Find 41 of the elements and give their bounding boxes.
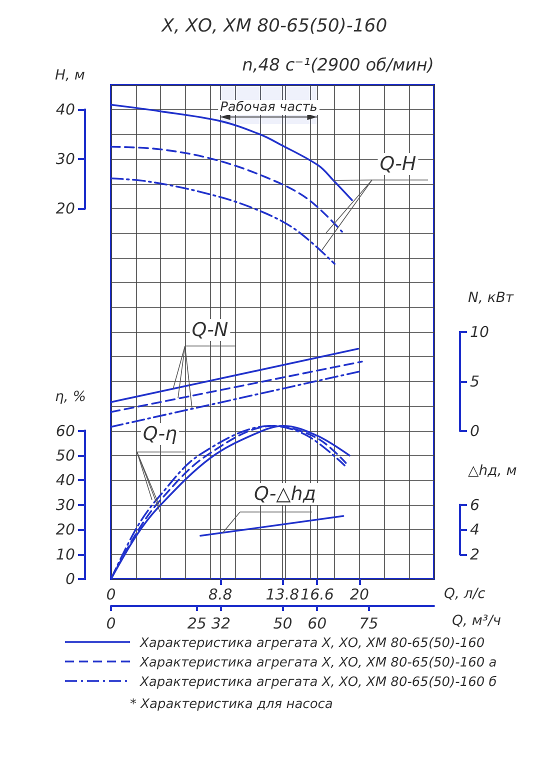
y-tick-label: 20 [56, 200, 75, 218]
x2-axis-title: Q, м³/ч [452, 613, 502, 629]
x-tick-label: 16.6 [300, 586, 334, 604]
chart-title: Х, ХО, ХМ 80-65(50)-160 [160, 16, 388, 36]
legend-label: Характеристика агрегата Х, ХО, ХМ 80-65(50)-160 б [139, 675, 497, 690]
y-tick-label: 30 [56, 150, 75, 168]
y3-tick-label: 10 [56, 545, 75, 564]
y-tick-label: 6 [470, 496, 480, 514]
y2-tick-label: 0 [470, 422, 480, 440]
x-tick-label: 8.8 [208, 586, 232, 604]
x2-tick-label: 60 [308, 614, 327, 632]
x-axis-title: Q, л/с [444, 586, 486, 602]
y3-tick-label: 60 [56, 422, 75, 440]
x-tick-label: 20 [350, 586, 370, 604]
y3-tick-label: 50 [56, 446, 75, 464]
y-tick-label: 2 [470, 545, 480, 564]
x2-tick-label: 0 [106, 614, 116, 632]
text: * Характеристика для насоса [130, 697, 333, 712]
y3-axis-title: η, % [55, 388, 86, 405]
x2-tick-label: 25 [187, 614, 206, 632]
band-label: Рабочая часть [220, 100, 318, 115]
y-tick-label: 4 [470, 520, 480, 539]
annotation: Q-η [142, 423, 178, 445]
y-axis-title: Н, м [55, 68, 86, 84]
x2-tick-label: 32 [211, 614, 231, 632]
x2-tick-label: 75 [359, 614, 378, 632]
x2-tick-label: 50 [273, 614, 292, 632]
legend-label: Характеристика агрегата Х, ХО, ХМ 80-65(50)-160 а [139, 656, 497, 670]
y2-tick-label: 5 [470, 372, 480, 390]
annotation: Q-△hд [254, 483, 316, 505]
y2-axis-title: N, кВт [468, 290, 514, 306]
y-tick-label: 40 [56, 100, 75, 119]
legend-label: Характеристика агрегата Х, ХО, ХМ 80-65(50)-160 [139, 636, 485, 651]
annotation: Q-N [192, 319, 228, 341]
chart-subtitle: n,48 с⁻¹(2900 об/мин) [242, 56, 434, 76]
x-tick-label: 0 [106, 586, 116, 604]
y-axis-title: △hд, м [468, 462, 518, 479]
x-tick-label: 13.8 [266, 586, 300, 604]
y2-tick-label: 10 [470, 323, 490, 341]
y3-tick-label: 0 [65, 570, 75, 588]
annotation: Q-H [380, 153, 416, 175]
